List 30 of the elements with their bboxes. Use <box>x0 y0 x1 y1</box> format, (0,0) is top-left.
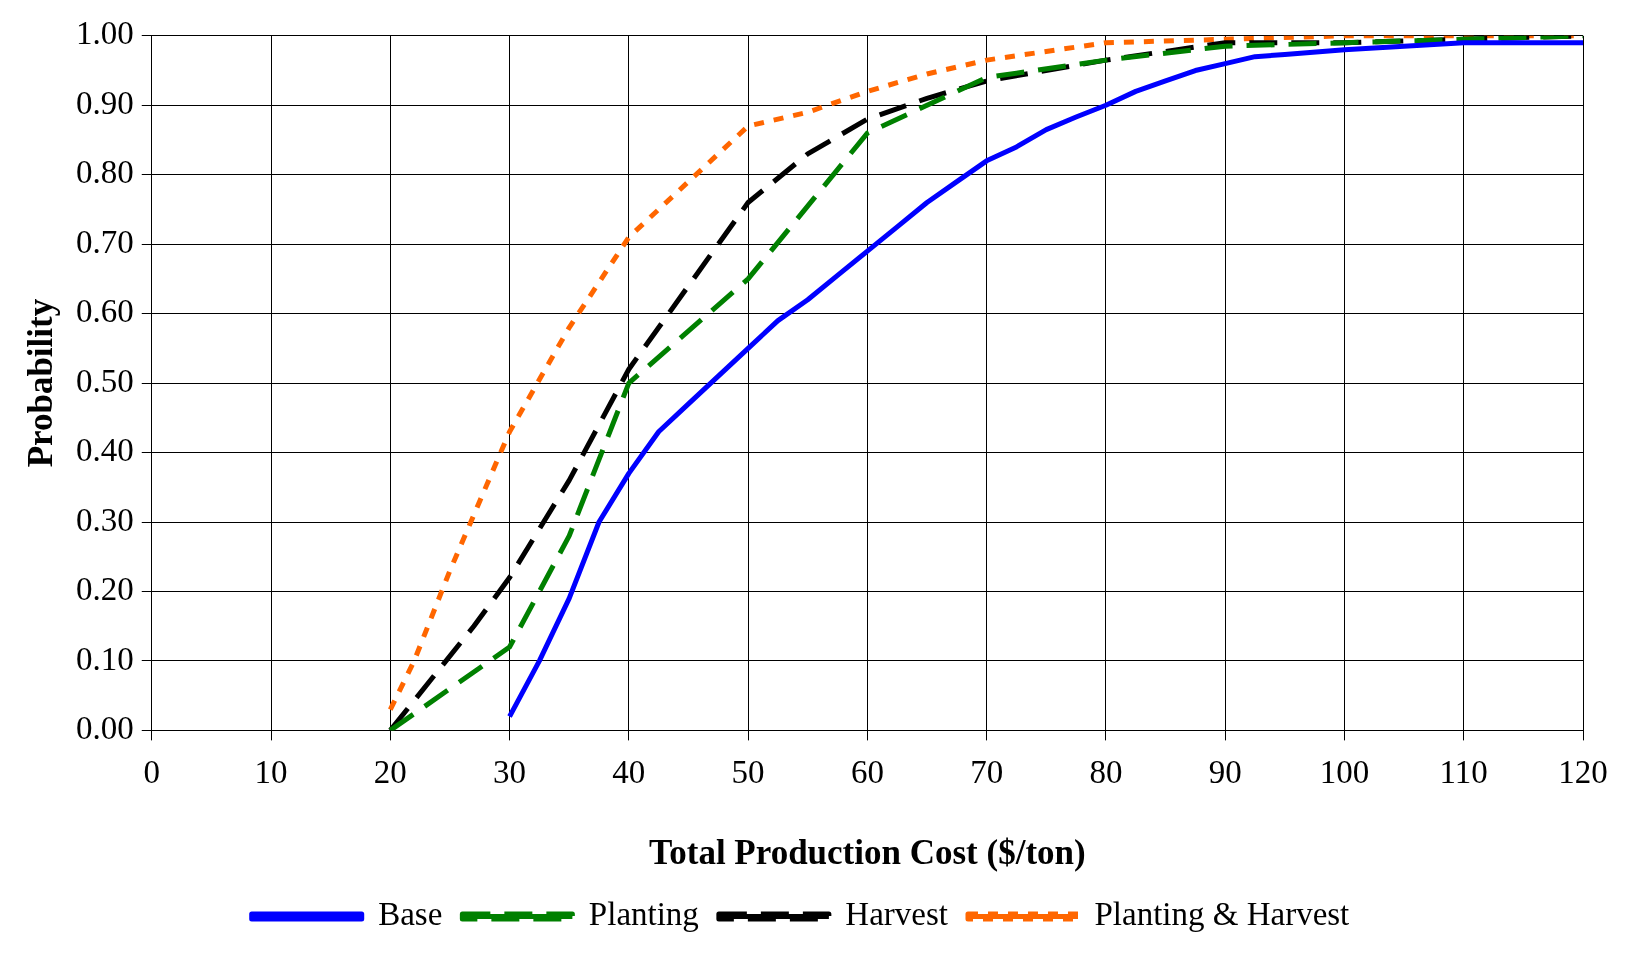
y-tick-label: 0.30 <box>76 501 134 538</box>
y-tick-label: 0.00 <box>76 710 134 747</box>
y-tick-label: 0.80 <box>76 154 134 191</box>
legend-label: Harvest <box>845 896 948 933</box>
x-tick-label: 30 <box>493 753 527 790</box>
x-tick-label: 110 <box>1439 753 1488 790</box>
y-tick-label: 0.10 <box>76 640 134 677</box>
y-tick-label: 0.40 <box>76 432 134 469</box>
x-tick-label: 60 <box>850 753 884 790</box>
legend-label: Planting <box>588 896 699 933</box>
y-tick-label: 0.90 <box>76 84 134 121</box>
x-tick-label: 70 <box>970 753 1004 790</box>
y-tick-label: 0.50 <box>76 362 134 399</box>
x-tick-label: 20 <box>373 753 407 790</box>
x-tick-label: 100 <box>1319 753 1370 790</box>
x-tick-label: 50 <box>731 753 765 790</box>
y-tick-label: 0.60 <box>76 293 134 330</box>
x-tick-label: 40 <box>612 753 646 790</box>
x-tick-label: 10 <box>254 753 288 790</box>
y-tick-label: 1.00 <box>76 15 134 52</box>
x-tick-label: 120 <box>1558 753 1608 790</box>
x-tick-label: 90 <box>1208 753 1242 790</box>
y-tick-label: 0.70 <box>76 223 134 260</box>
x-tick-label: 80 <box>1089 753 1123 790</box>
legend-label: Base <box>378 896 443 933</box>
x-tick-label: 0 <box>143 753 160 790</box>
legend-label: Planting & Harvest <box>1094 896 1350 933</box>
y-axis-title: Probability <box>21 298 61 468</box>
y-tick-label: 0.20 <box>76 571 134 608</box>
x-axis-title: Total Production Cost ($/ton) <box>649 833 1086 873</box>
